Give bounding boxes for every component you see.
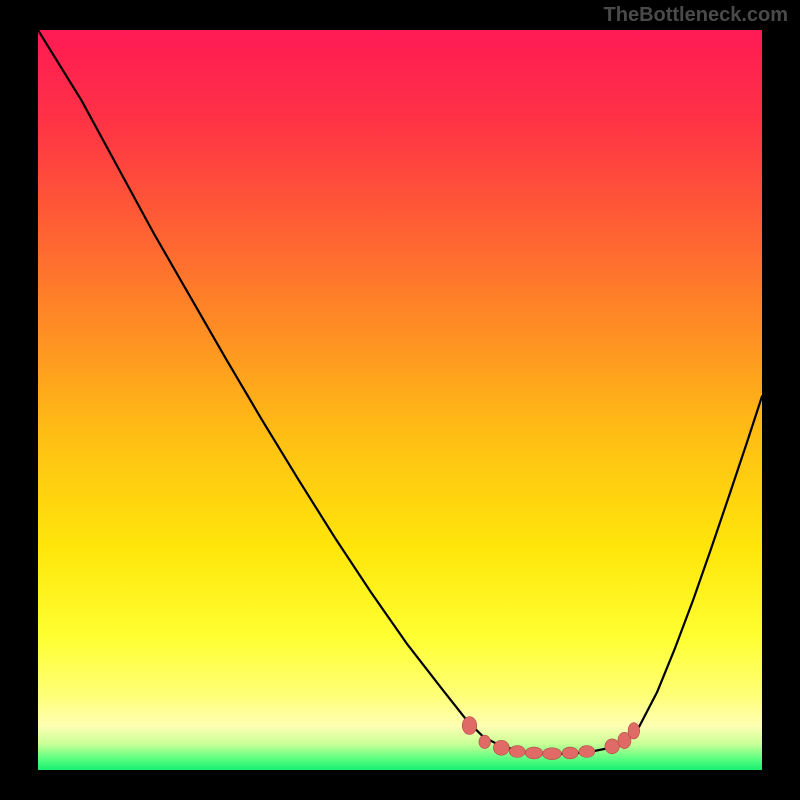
marker-point: [493, 740, 509, 755]
marker-point: [479, 735, 491, 748]
marker-point: [605, 739, 619, 754]
marker-point: [509, 746, 525, 758]
bottleneck-curve: [38, 30, 762, 754]
marker-point: [579, 746, 595, 758]
curve-layer: [38, 30, 762, 770]
marker-point: [562, 747, 578, 759]
marker-point: [525, 747, 542, 759]
plot-area: [38, 30, 762, 770]
marker-point: [462, 717, 476, 735]
marker-point: [628, 723, 640, 739]
curve-markers: [462, 717, 639, 760]
marker-point: [543, 748, 562, 760]
watermark-label: TheBottleneck.com: [604, 4, 788, 27]
chart-container: TheBottleneck.com: [0, 0, 800, 800]
